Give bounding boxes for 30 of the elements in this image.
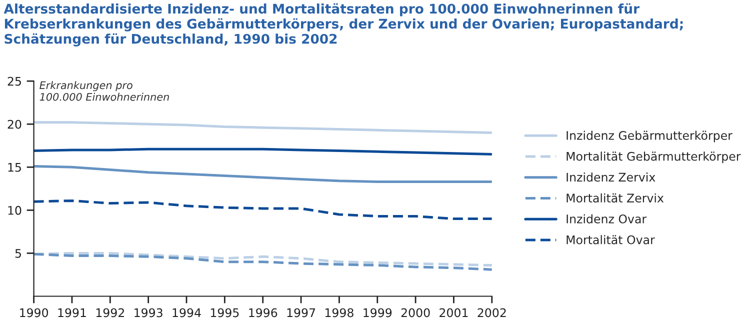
x-tick-label: 1993 xyxy=(134,308,162,318)
legend-label: Inzidenz Zervix xyxy=(566,172,656,182)
x-tick-label: 2001 xyxy=(440,308,468,318)
line-series xyxy=(34,121,492,134)
legend-label: Inzidenz Ovar xyxy=(566,214,647,224)
x-tick-label: 2002 xyxy=(478,308,506,318)
legend-label: Mortalität Zervix xyxy=(566,193,664,203)
y-tick-label: 15 xyxy=(8,163,21,172)
x-tick-label: 1997 xyxy=(287,308,316,318)
x-tick-label: 1996 xyxy=(249,308,278,318)
chart-title: Altersstandardisierte Inzidenz- und Mortalitätsraten pro 100.000 Einwohnerinnen für Krebserkrankungen des Gebärmutterkörpers, der Zervix und der Ovarien; Europastandard; Schätzungen für Deutschland, 1990 bis 2002 xyxy=(4,3,683,46)
y-tick-label: 25 xyxy=(8,76,21,86)
x-tick-label: 1991 xyxy=(58,308,86,318)
x-tick-label: 1999 xyxy=(364,308,392,318)
legend-label: Mortalität Ovar xyxy=(566,235,655,244)
y-axis-title: Erkrankungen pro 100.000 Einwohnerinnen xyxy=(40,81,169,101)
x-tick-label: 1994 xyxy=(172,308,201,318)
y-tick-label: 20 xyxy=(8,120,22,129)
x-tick-label: 1990 xyxy=(20,308,48,318)
y-tick-label: 5 xyxy=(15,249,21,258)
line-series xyxy=(34,199,492,220)
x-tick-label: 1995 xyxy=(210,308,239,318)
x-tick-label: 2000 xyxy=(401,308,430,318)
legend-label: Inzidenz Gebärmutterkörper xyxy=(566,130,732,142)
legend-label: Mortalität Gebärmutterkörper xyxy=(566,152,741,164)
line-series xyxy=(34,252,492,271)
line-series xyxy=(34,165,492,184)
x-tick-label: 1998 xyxy=(325,308,354,318)
y-tick-label: 10 xyxy=(8,206,22,215)
x-tick-label: 1992 xyxy=(96,308,124,318)
